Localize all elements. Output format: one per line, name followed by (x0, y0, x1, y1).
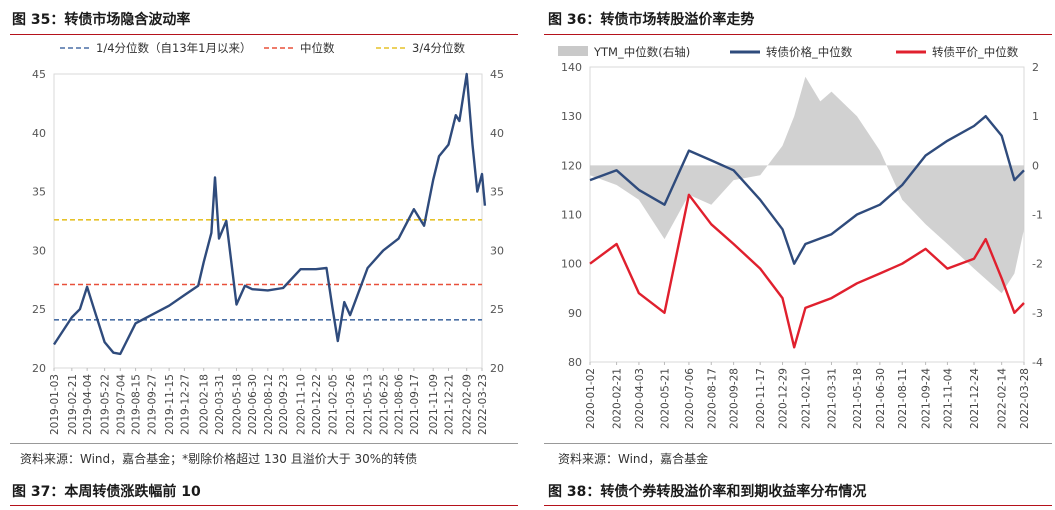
x-tick-label: 2019-11-15 (164, 374, 176, 435)
x-tick-label: 2020-05-18 (231, 374, 243, 435)
x-tick-label: 2021-08-11 (897, 368, 909, 429)
figure-38-title-rule (544, 505, 1052, 506)
y-left-tick-label: 90 (568, 307, 582, 320)
y-left-tick-label: 130 (561, 110, 582, 123)
figure-38-title: 图 38：转债个券转股溢价率和到期收益率分布情况 (548, 484, 867, 500)
x-tick-label: 2020-02-21 (612, 368, 624, 429)
y-right-tick-label: 25 (490, 303, 504, 316)
x-tick-label: 2021-08-06 (394, 374, 406, 435)
x-tick-label: 2021-06-30 (875, 368, 887, 429)
x-tick-label: 2019-04-04 (82, 374, 94, 435)
x-tick-label: 2020-12-22 (311, 374, 323, 435)
x-tick-label: 2021-12-21 (443, 374, 455, 435)
x-tick-label: 2019-09-27 (146, 374, 158, 435)
legend-swatch (558, 46, 588, 56)
y-right-tick-label: 45 (490, 68, 504, 81)
figure-35-title: 图 35：转债市场隐含波动率 (12, 12, 191, 28)
figure-35-source: 资料来源：Wind，嘉合基金；*剔除价格超过 130 且溢价大于 30%的转债 (20, 452, 418, 466)
y-left-tick-label: 30 (32, 244, 46, 257)
figure-36-chart: 80 90 100 110 120 130 140 -4 -3 -2 -1 0 1 2 2020-01-02… (558, 45, 1043, 429)
y-left-tick-label: 25 (32, 303, 46, 316)
x-tick-label: 2021-09-24 (921, 368, 933, 429)
x-tick-label: 2021-03-31 (826, 368, 838, 429)
x-tick-label: 2020-02-18 (199, 374, 211, 435)
figure-36-source-rule (544, 443, 1052, 444)
figure-35-title-rule (10, 34, 518, 35)
y-left-tick-label: 100 (561, 258, 582, 271)
x-tick-label: 2020-09-28 (729, 368, 741, 429)
legend-label: 中位数 (300, 41, 335, 55)
y-left-tick-label: 20 (32, 362, 46, 375)
series-line (589, 193, 1025, 349)
y-left-tick-label: 140 (561, 61, 582, 74)
y-right-tick-label: -3 (1032, 307, 1043, 320)
series-line (52, 72, 487, 356)
x-tick-label: 2021-11-04 (942, 368, 954, 429)
x-tick-label: 2022-03-28 (1019, 368, 1031, 429)
legend-label: 转债价格_中位数 (766, 45, 853, 59)
x-tick-label: 2020-09-23 (278, 374, 290, 435)
figure-37-title: 图 37：本周转债涨跌幅前 10 (12, 484, 201, 500)
y-left-tick-label: 35 (32, 186, 46, 199)
y-left-tick-label: 40 (32, 127, 46, 140)
y-right-tick-label: -4 (1032, 356, 1043, 369)
figure-36-title-rule (544, 34, 1052, 35)
y-left-tick-label: 120 (561, 159, 582, 172)
x-tick-label: 2020-08-12 (263, 374, 275, 435)
figure-37-title-rule (10, 505, 518, 506)
figure-35-source-rule (10, 443, 518, 444)
y-right-tick-label: 40 (490, 127, 504, 140)
y-right-tick-label: 1 (1032, 110, 1039, 123)
plot-area (53, 73, 483, 369)
legend-label: 转债平价_中位数 (932, 45, 1019, 59)
x-tick-label: 2021-03-26 (345, 374, 357, 435)
y-right-tick-label: 2 (1032, 61, 1039, 74)
x-tick-label: 2020-11-17 (755, 368, 767, 429)
x-tick-label: 2021-02-10 (800, 368, 812, 429)
x-tick-label: 2021-09-17 (409, 374, 421, 435)
x-tick-label: 2021-02-05 (327, 374, 339, 435)
y-left-tick-label: 80 (568, 356, 582, 369)
x-tick-label: 2020-03-31 (214, 374, 226, 435)
x-tick-label: 2020-12-29 (778, 368, 790, 429)
legend-label: 1/4分位数（自13年1月以来） (96, 41, 251, 55)
x-tick-label: 2022-03-23 (477, 374, 489, 435)
x-tick-label: 2020-06-30 (247, 374, 259, 435)
y-right-tick-label: -1 (1032, 209, 1043, 222)
x-tick-label: 2021-12-24 (969, 368, 981, 429)
x-tick-label: 2019-12-27 (179, 374, 191, 435)
x-tick-label: 2019-05-22 (100, 374, 112, 435)
x-tick-label: 2020-04-03 (634, 368, 646, 429)
x-tick-label: 2021-05-13 (363, 374, 375, 435)
y-right-tick-label: 30 (490, 244, 504, 257)
y-right-tick-label: 0 (1032, 159, 1039, 172)
series-line (589, 114, 1025, 265)
x-tick-label: 2021-11-09 (428, 374, 440, 435)
x-tick-label: 2019-01-03 (49, 374, 61, 435)
x-tick-label: 2022-02-14 (997, 368, 1009, 429)
x-tick-label: 2021-05-18 (852, 368, 864, 429)
x-tick-label: 2020-07-06 (684, 368, 696, 429)
series-area (590, 76, 1024, 294)
x-tick-label: 2019-08-15 (131, 374, 143, 435)
y-right-tick-label: 20 (490, 362, 504, 375)
x-tick-label: 2022-02-09 (462, 374, 474, 435)
y-left-tick-label: 45 (32, 68, 46, 81)
x-tick-label: 2019-07-04 (115, 374, 127, 435)
figure-36-title: 图 36：转债市场转股溢价率走势 (548, 12, 755, 28)
legend-label: YTM_中位数(右轴) (593, 45, 690, 59)
x-tick-label: 2020-08-17 (706, 368, 718, 429)
figure-36-source: 资料来源：Wind，嘉合基金 (558, 452, 709, 466)
y-left-tick-label: 110 (561, 209, 582, 222)
y-right-tick-label: 35 (490, 186, 504, 199)
x-tick-label: 2020-11-10 (296, 374, 308, 435)
y-right-tick-label: -2 (1032, 258, 1043, 271)
figure-35-chart: 20 25 30 35 40 45 20 25 30 35 40 45 2019-01-03 2019-0… (32, 41, 504, 435)
x-tick-label: 2020-05-21 (659, 368, 671, 429)
x-tick-label: 2021-06-25 (378, 374, 390, 435)
x-tick-label: 2020-01-02 (585, 368, 597, 429)
legend-label: 3/4分位数 (412, 41, 466, 55)
x-tick-label: 2019-02-21 (67, 374, 79, 435)
